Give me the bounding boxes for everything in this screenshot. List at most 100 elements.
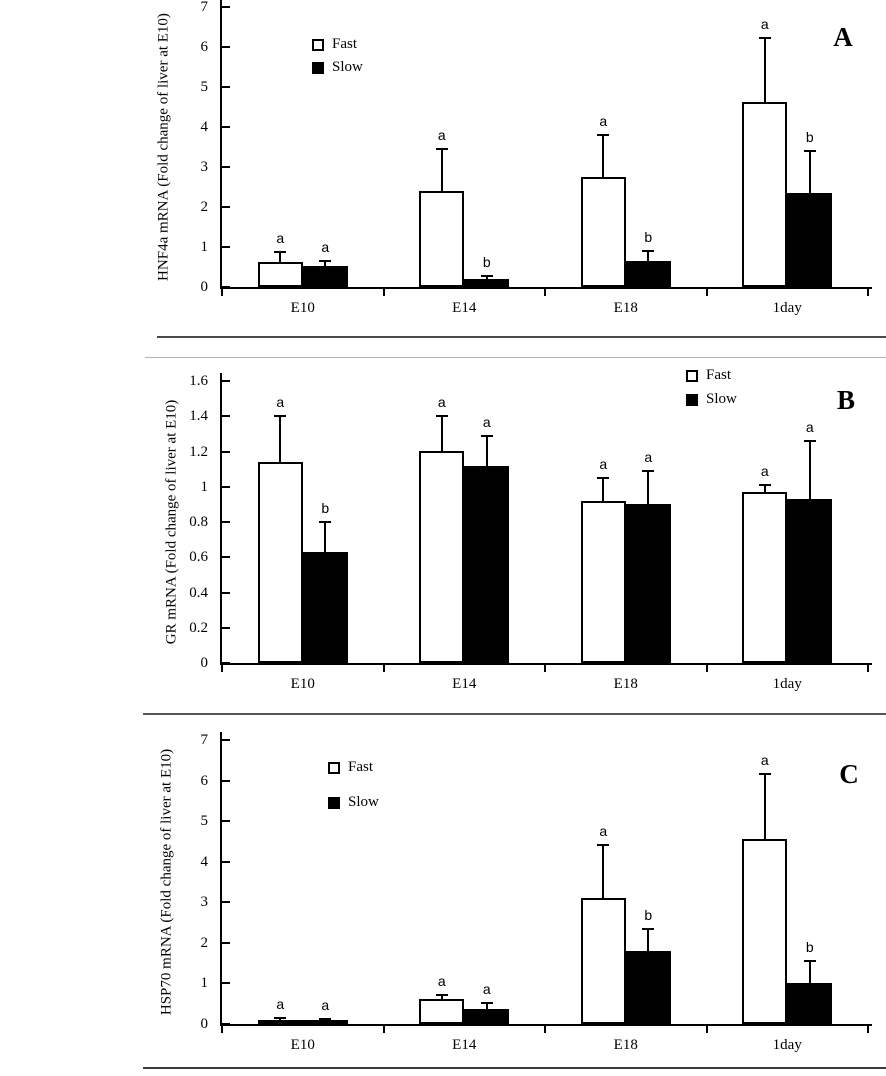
panel-b-x-tick [705,663,708,672]
panel-b-sig-letter: b [321,500,330,516]
panel-c-sig-letter: a [321,996,330,1013]
panel-c-y-tick-label: 2 [200,934,209,951]
panel-c-sig-letter: a [276,995,285,1012]
panel-c-sig-letter: a [482,981,491,998]
panel-b-error-bar-cap [803,439,816,442]
panel-c-sig-letter: a [760,752,769,769]
panel-c-bar-fast-E10 [257,1020,303,1024]
panel-a-sig-letter: a [599,113,608,129]
panel-a-sig-letter: b [482,253,491,270]
panel-b-sig-letter: a [599,455,608,472]
panel-c-y-axis-line [220,732,222,1026]
panel-a-error-bar-cap [274,250,287,253]
panel-c-y-tick-label: 0 [200,1016,209,1032]
panel-a-error-bar-line [324,261,327,266]
panel-b-bar-slow-E18 [625,504,671,663]
panel-c-y-tick [222,779,230,782]
panel-a-bar-slow-E10 [302,266,348,287]
panel-c-legend-swatch-slow [328,797,340,809]
panel-a-y-tick-label: 0 [200,279,209,295]
panel-c-error-bar-line [763,774,766,839]
panel-b-category-label: 1day [772,676,802,692]
panel-c-x-tick [544,1024,546,1033]
panel-c-y-tick [222,982,230,985]
panel-a-bar-fast-E14 [419,191,465,287]
panel-b-error-bar-line [279,416,282,462]
panel-c-y-tick [222,941,230,944]
panel-b-y-tick [222,415,230,418]
panel-c-letter: C [839,759,859,789]
panel-b-error-bar-cap [480,434,493,437]
panel-a-error-bar-line [485,275,488,279]
panel-a-y-tick [222,166,230,168]
panel-a-bar-slow-E18 [625,261,671,287]
panel-c-x-tick [221,1024,223,1033]
panel-c-error-bar-cap [803,960,816,963]
panel-c-error-bar-cap [642,927,655,930]
panel-a-error-bar-cap [758,37,771,40]
panel-c-y-tick-label: 6 [200,772,209,789]
panel-c-sig-letter: a [599,823,608,840]
panel-a-error-bar-cap [597,134,610,136]
panel-c-category-label: E10 [290,1037,315,1053]
panel-b-x-axis-line [220,663,872,665]
panel-a-bottom-rule [157,336,886,338]
panel-c-bar-slow-E18 [625,951,671,1024]
panel-a-y-tick [222,246,230,248]
panel-a-sig-letter: b [805,129,814,145]
panel-a-x-tick [867,287,869,296]
panel-a-error-bar-line [602,135,605,177]
panel-b-error-bar-line [808,440,811,499]
panel-b-y-tick [222,450,230,453]
panel-b-y-tick [222,626,230,629]
panel-b-y-tick-label: 1 [200,478,209,495]
panel-a-bar-fast-E10 [257,262,303,287]
panel-b-y-tick-label: 0 [200,655,209,671]
panel-a-error-bar-cap [803,150,816,152]
panel-b-error-bar-cap [597,476,610,479]
panel-c-y-tick [222,820,230,823]
panel-b-bar-slow-1day [787,499,833,663]
panel-c-legend-swatch-fast [328,762,340,774]
panel-c-legend-label-fast: Fast [348,759,374,775]
panel-c-error-bar-line [647,928,650,951]
panel-c-y-tick [222,860,230,863]
panel-c-sig-letter: a [437,972,446,989]
panel-c-error-bar-cap [597,844,610,847]
panel-b-y-tick-label: 1.6 [189,373,208,389]
panel-c-bar-fast-E18 [580,898,626,1024]
panel-a-bar-fast-E18 [580,177,626,287]
panel-b-y-tick-label: 0.6 [189,549,208,566]
panel-a-x-tick [544,287,546,296]
panel-a-y-tick-label: 2 [200,199,209,215]
panel-b-y-tick [222,521,230,523]
panel-a-y-tick [222,206,230,208]
panel-a-category-label: E10 [290,300,315,316]
panel-c-y-tick-label: 1 [200,975,209,992]
panel-b-y-tick-label: 0.4 [189,584,208,601]
panel-c-bar-fast-1day [742,839,788,1024]
panel-c-error-bar-cap [274,1016,287,1019]
panel-a-error-bar-line [279,251,282,262]
panel-b-y-tick-label: 1.2 [189,443,208,460]
panel-b-bar-fast-E14 [419,451,465,663]
panel-b-sig-letter: a [482,413,491,430]
panel-c-y-tick [222,739,230,741]
panel-a-error-bar-cap [435,148,448,150]
panel-a-error-bar-line [440,149,443,191]
panel-a-error-bar-line [763,38,766,102]
panel-a-x-tick [382,287,385,296]
panel-c-y-tick-label: 3 [200,894,209,911]
panel-c-y-tick-label: 4 [200,853,209,870]
panel-b-error-bar-line [647,470,650,504]
panel-c-y-tick-label: 7 [200,732,209,748]
panel-b-y-tick [222,591,230,594]
panel-a-category-label: E18 [613,300,638,316]
panel-a-letter: A [833,22,853,52]
panel-a-y-tick [222,46,230,48]
panel-a-y-tick-label: 5 [200,79,209,95]
panel-b-error-bar-cap [758,483,771,486]
panel-a-error-bar-line [647,251,650,261]
panel-a-error-bar-line [808,151,811,193]
